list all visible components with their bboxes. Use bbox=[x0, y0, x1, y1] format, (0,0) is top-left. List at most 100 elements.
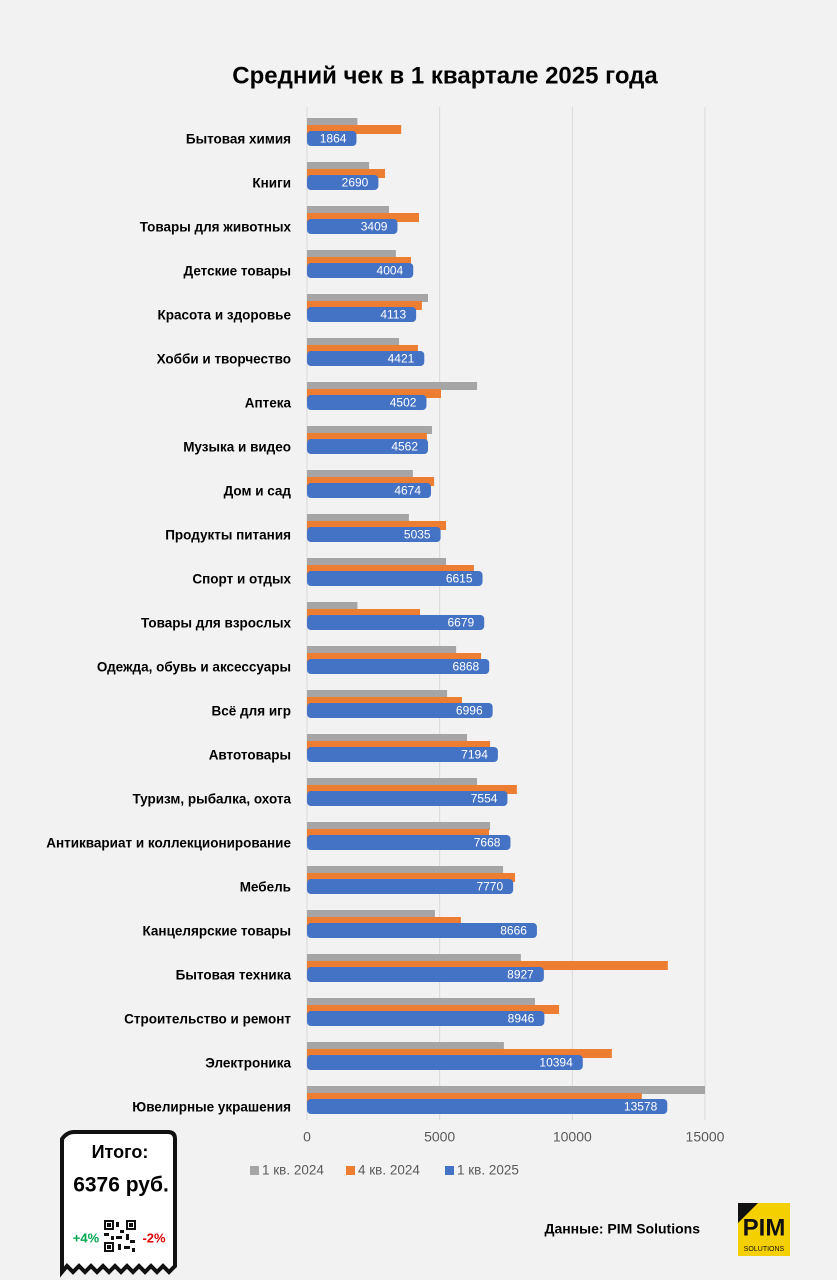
bar bbox=[307, 659, 490, 674]
bar bbox=[307, 791, 508, 806]
data-label: 8946 bbox=[508, 1012, 535, 1026]
y-tick-label: Антиквариат и коллекционирование bbox=[46, 836, 291, 851]
receipt-title: Итого: bbox=[92, 1142, 149, 1162]
y-tick-label: Ювелирные украшения bbox=[132, 1100, 291, 1115]
y-tick-label: Автотовары bbox=[209, 748, 291, 763]
y-tick-label: Дом и сад bbox=[224, 484, 292, 499]
data-label: 4674 bbox=[394, 484, 421, 498]
legend-label: 4 кв. 2024 bbox=[358, 1163, 420, 1178]
bar bbox=[307, 351, 425, 366]
bar bbox=[307, 571, 483, 586]
bar bbox=[307, 697, 462, 706]
legend-label: 1 кв. 2024 bbox=[262, 1163, 324, 1178]
bar bbox=[307, 879, 514, 894]
y-tick-label: Спорт и отдых bbox=[192, 572, 291, 587]
bar bbox=[307, 1011, 545, 1026]
bar bbox=[307, 162, 370, 170]
bar bbox=[307, 747, 498, 762]
y-tick-label: Электроника bbox=[205, 1056, 291, 1071]
chart-title: Средний чек в 1 квартале 2025 года bbox=[232, 62, 658, 89]
bar bbox=[307, 263, 414, 278]
bar bbox=[307, 565, 474, 574]
bar bbox=[307, 653, 482, 662]
y-tick-label: Всё для игр bbox=[212, 704, 291, 719]
data-label: 7194 bbox=[461, 748, 488, 762]
data-label: 6868 bbox=[453, 660, 480, 674]
bar bbox=[307, 873, 516, 882]
logo-corner bbox=[738, 1203, 758, 1223]
bar bbox=[307, 521, 447, 530]
y-tick-label: Красота и здоровье bbox=[158, 308, 292, 323]
bar bbox=[307, 923, 537, 938]
data-label: 4004 bbox=[377, 264, 404, 278]
bar bbox=[307, 835, 511, 850]
bar bbox=[307, 917, 461, 926]
bar bbox=[307, 998, 535, 1006]
y-tick-label: Аптека bbox=[245, 396, 292, 411]
x-tick-label: 15000 bbox=[686, 1129, 725, 1145]
bar bbox=[307, 910, 435, 918]
bar bbox=[307, 615, 485, 630]
receipt-up: +4% bbox=[73, 1230, 100, 1245]
y-tick-label: Продукты питания bbox=[165, 528, 291, 543]
bar bbox=[307, 514, 409, 522]
data-label: 4113 bbox=[380, 308, 406, 322]
bar bbox=[307, 219, 398, 234]
bar bbox=[307, 169, 386, 178]
logo: PIM SOLUTIONS bbox=[738, 1203, 790, 1256]
bar bbox=[307, 602, 358, 610]
data-label: 7554 bbox=[471, 792, 498, 806]
bar bbox=[307, 250, 396, 258]
bar bbox=[307, 829, 490, 838]
bar bbox=[307, 1049, 612, 1058]
bar bbox=[307, 1093, 642, 1102]
bar bbox=[307, 470, 413, 478]
bar bbox=[307, 527, 441, 542]
bar bbox=[307, 301, 422, 310]
bar bbox=[307, 1099, 668, 1114]
data-label: 4562 bbox=[391, 440, 418, 454]
y-tick-label: Одежда, обувь и аксессуары bbox=[97, 660, 291, 675]
bar bbox=[307, 778, 478, 786]
bar bbox=[307, 426, 432, 434]
data-label: 7770 bbox=[476, 880, 503, 894]
bar bbox=[307, 439, 429, 454]
data-label: 8927 bbox=[507, 968, 534, 982]
bar bbox=[307, 294, 428, 302]
bar bbox=[307, 389, 441, 398]
bar bbox=[307, 1005, 560, 1014]
bar bbox=[307, 1055, 583, 1070]
data-label: 4421 bbox=[388, 352, 415, 366]
bar bbox=[307, 866, 504, 874]
data-label: 13578 bbox=[624, 1100, 658, 1114]
legend-swatch bbox=[250, 1166, 259, 1175]
data-label: 1864 bbox=[320, 132, 347, 146]
bar bbox=[307, 741, 491, 750]
legend-swatch bbox=[346, 1166, 355, 1175]
y-tick-label: Детские товары bbox=[184, 264, 291, 279]
bar bbox=[307, 175, 379, 190]
bar bbox=[307, 822, 491, 830]
y-tick-label: Туризм, рыбалка, охота bbox=[132, 792, 291, 807]
bar bbox=[307, 382, 478, 390]
bar bbox=[307, 345, 418, 354]
y-tick-label: Книги bbox=[252, 176, 291, 191]
bar bbox=[307, 213, 419, 222]
receipt-value: 6376 руб. bbox=[73, 1174, 169, 1197]
bar bbox=[307, 433, 427, 442]
logo-sub: SOLUTIONS bbox=[744, 1246, 785, 1253]
bar bbox=[307, 961, 668, 970]
data-label: 6615 bbox=[446, 572, 473, 586]
bar bbox=[307, 703, 493, 718]
y-tick-label: Бытовая техника bbox=[176, 968, 292, 983]
bar bbox=[307, 785, 517, 794]
bar bbox=[307, 131, 357, 146]
logo-name: PIM bbox=[743, 1214, 786, 1241]
legend-label: 1 кв. 2025 bbox=[457, 1163, 519, 1178]
bar bbox=[307, 257, 412, 266]
bar bbox=[307, 483, 432, 498]
x-tick-label: 10000 bbox=[553, 1129, 592, 1145]
bar bbox=[307, 118, 358, 126]
y-tick-label: Хобби и творчество bbox=[157, 352, 291, 367]
